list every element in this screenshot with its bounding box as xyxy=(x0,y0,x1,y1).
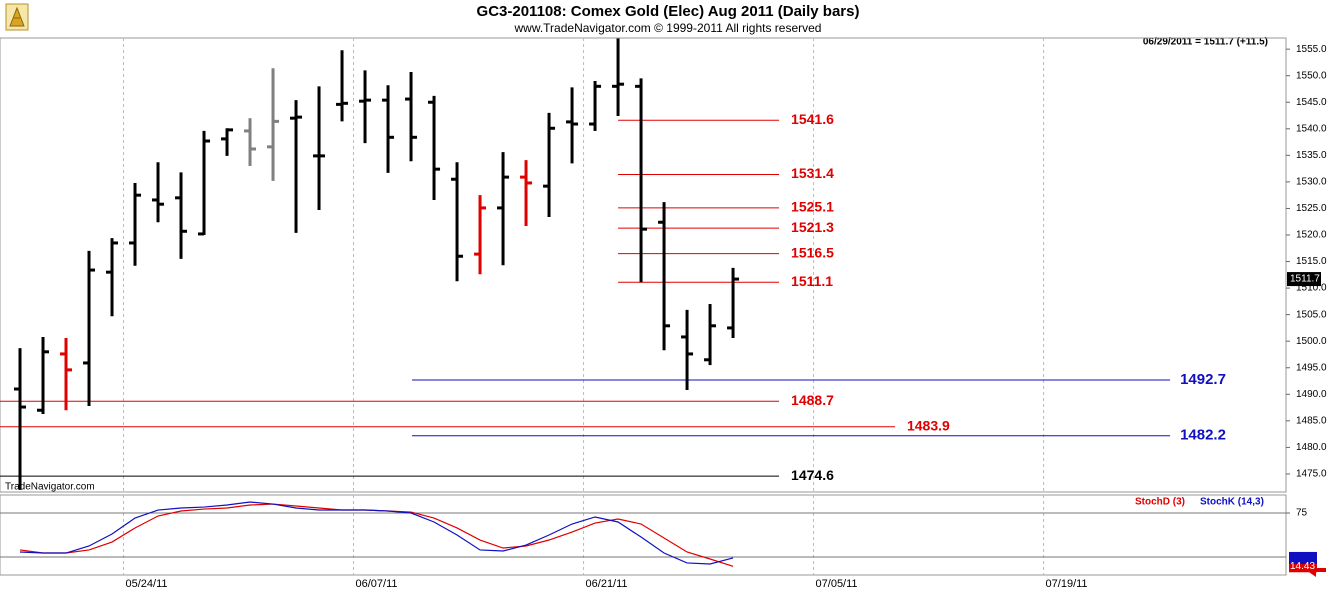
chart-subtitle: www.TradeNavigator.com © 1999-2011 All r… xyxy=(514,21,822,35)
x-tick-label: 07/05/11 xyxy=(816,578,858,590)
stoch-pane-border xyxy=(0,494,1287,576)
y-tick-label: 1475.0 xyxy=(1296,469,1327,480)
last-price-annotation: 06/29/2011 = 1511.7 (+11.5) xyxy=(1143,37,1268,48)
level-label: 1516.5 xyxy=(791,244,834,260)
level-label: 1521.3 xyxy=(791,219,834,235)
y-tick-label: 1540.0 xyxy=(1296,123,1327,134)
y-tick-label: 1530.0 xyxy=(1296,177,1327,188)
y-tick-label: 1495.0 xyxy=(1296,362,1327,373)
y-tick-label: 1500.0 xyxy=(1296,336,1327,347)
watermark: TradeNavigator.com xyxy=(5,482,95,493)
y-tick-label: 1545.0 xyxy=(1296,97,1327,108)
y-tick-label: 1535.0 xyxy=(1296,150,1327,161)
level-label: 1483.9 xyxy=(907,417,950,433)
x-tick-label: 07/19/11 xyxy=(1046,578,1088,590)
level-label: 1541.6 xyxy=(791,111,834,127)
logo xyxy=(5,3,29,31)
y-tick-label: 1490.0 xyxy=(1296,389,1327,400)
last-price-label: 1511.7 xyxy=(1290,274,1320,285)
y-tick-label: 1510.0 xyxy=(1296,283,1327,294)
last-value-label: 14.43 xyxy=(1290,561,1315,572)
y-tick-label: 1480.0 xyxy=(1296,442,1327,453)
y-tick-label: 1520.0 xyxy=(1296,230,1327,241)
level-label: 1511.1 xyxy=(791,273,833,289)
y-tick-label: 1515.0 xyxy=(1296,256,1327,267)
y-tick-label: 1555.0 xyxy=(1296,44,1327,55)
y-tick-label: 1525.0 xyxy=(1296,203,1327,214)
x-tick-label: 06/07/11 xyxy=(356,578,398,590)
level-label: 1525.1 xyxy=(791,199,834,215)
level-label: 1492.7 xyxy=(1180,371,1226,388)
y-tick-label: 1485.0 xyxy=(1296,415,1327,426)
legend-entry: StochK (14,3) xyxy=(1200,497,1264,508)
chart-title: GC3-201108: Comex Gold (Elec) Aug 2011 (… xyxy=(477,3,860,20)
level-label: 1488.7 xyxy=(791,392,834,408)
y-tick-label: 75 xyxy=(1296,508,1308,519)
level-label: 1482.2 xyxy=(1180,427,1226,444)
last-value-badge xyxy=(1289,551,1317,564)
level-label: 1474.6 xyxy=(791,467,834,483)
x-tick-label: 05/24/11 xyxy=(126,578,168,590)
x-tick-label: 06/21/11 xyxy=(586,578,628,590)
legend-entry: StochD (3) xyxy=(1135,497,1185,508)
level-label: 1531.4 xyxy=(791,165,834,181)
y-tick-label: 1505.0 xyxy=(1296,309,1327,320)
y-tick-label: 1550.0 xyxy=(1296,70,1327,81)
last-price-badge xyxy=(1287,272,1321,287)
stoch-line xyxy=(19,501,734,565)
price-pane-border xyxy=(0,37,1287,493)
